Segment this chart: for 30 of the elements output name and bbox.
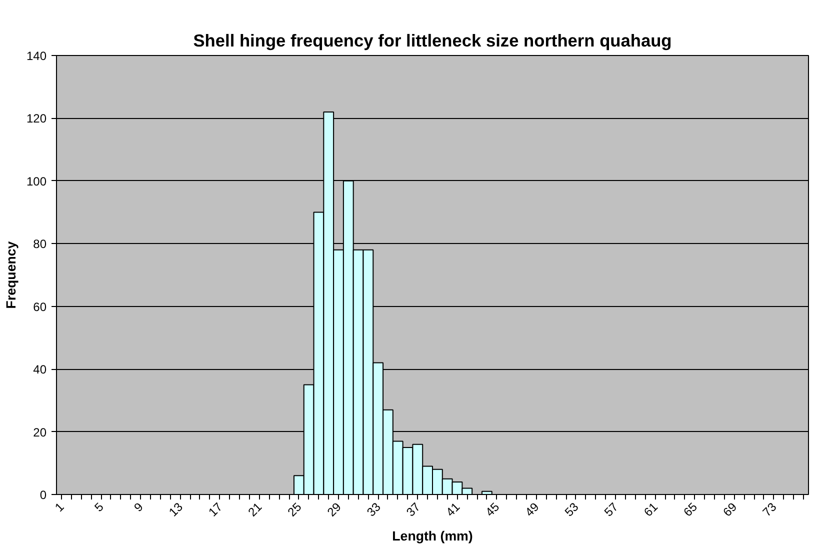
x-tick-label: 29 bbox=[324, 500, 344, 520]
x-tick-label: 9 bbox=[131, 500, 146, 515]
x-tick-label: 65 bbox=[680, 500, 700, 520]
x-tick-label: 61 bbox=[641, 500, 661, 520]
x-tick-label: 17 bbox=[206, 500, 226, 520]
x-tick-label: 53 bbox=[562, 500, 582, 520]
x-tick-label: 33 bbox=[364, 500, 384, 520]
x-tick-label: 5 bbox=[92, 500, 107, 515]
x-tick-label: 73 bbox=[760, 500, 780, 520]
x-tick-label: 57 bbox=[602, 500, 622, 520]
x-tick-label: 69 bbox=[720, 500, 740, 520]
x-tick-label: 21 bbox=[245, 500, 265, 520]
x-tick-label: 13 bbox=[166, 500, 186, 520]
x-axis-title: Length (mm) bbox=[392, 528, 473, 544]
x-tick-label: 1 bbox=[52, 500, 67, 515]
y-tick-label: 120 bbox=[26, 112, 47, 126]
y-tick-label: 0 bbox=[40, 488, 47, 502]
x-tick-label: 37 bbox=[404, 500, 424, 520]
y-tick-label: 60 bbox=[33, 300, 47, 314]
y-tick-label: 20 bbox=[33, 425, 47, 440]
x-tick-label: 25 bbox=[284, 500, 304, 520]
x-tick-label: 49 bbox=[522, 500, 542, 520]
x-tick-label: 45 bbox=[482, 500, 502, 520]
y-tick-label: 80 bbox=[33, 237, 47, 252]
y-axis-title: Frequency bbox=[3, 240, 18, 309]
chart-title: Shell hinge frequency for littleneck size northern quahaug bbox=[193, 30, 672, 50]
x-tick-label: 41 bbox=[443, 500, 463, 520]
y-tick-label: 100 bbox=[26, 174, 47, 188]
y-tick-label: 140 bbox=[26, 49, 47, 63]
y-tick-label: 40 bbox=[33, 362, 47, 377]
